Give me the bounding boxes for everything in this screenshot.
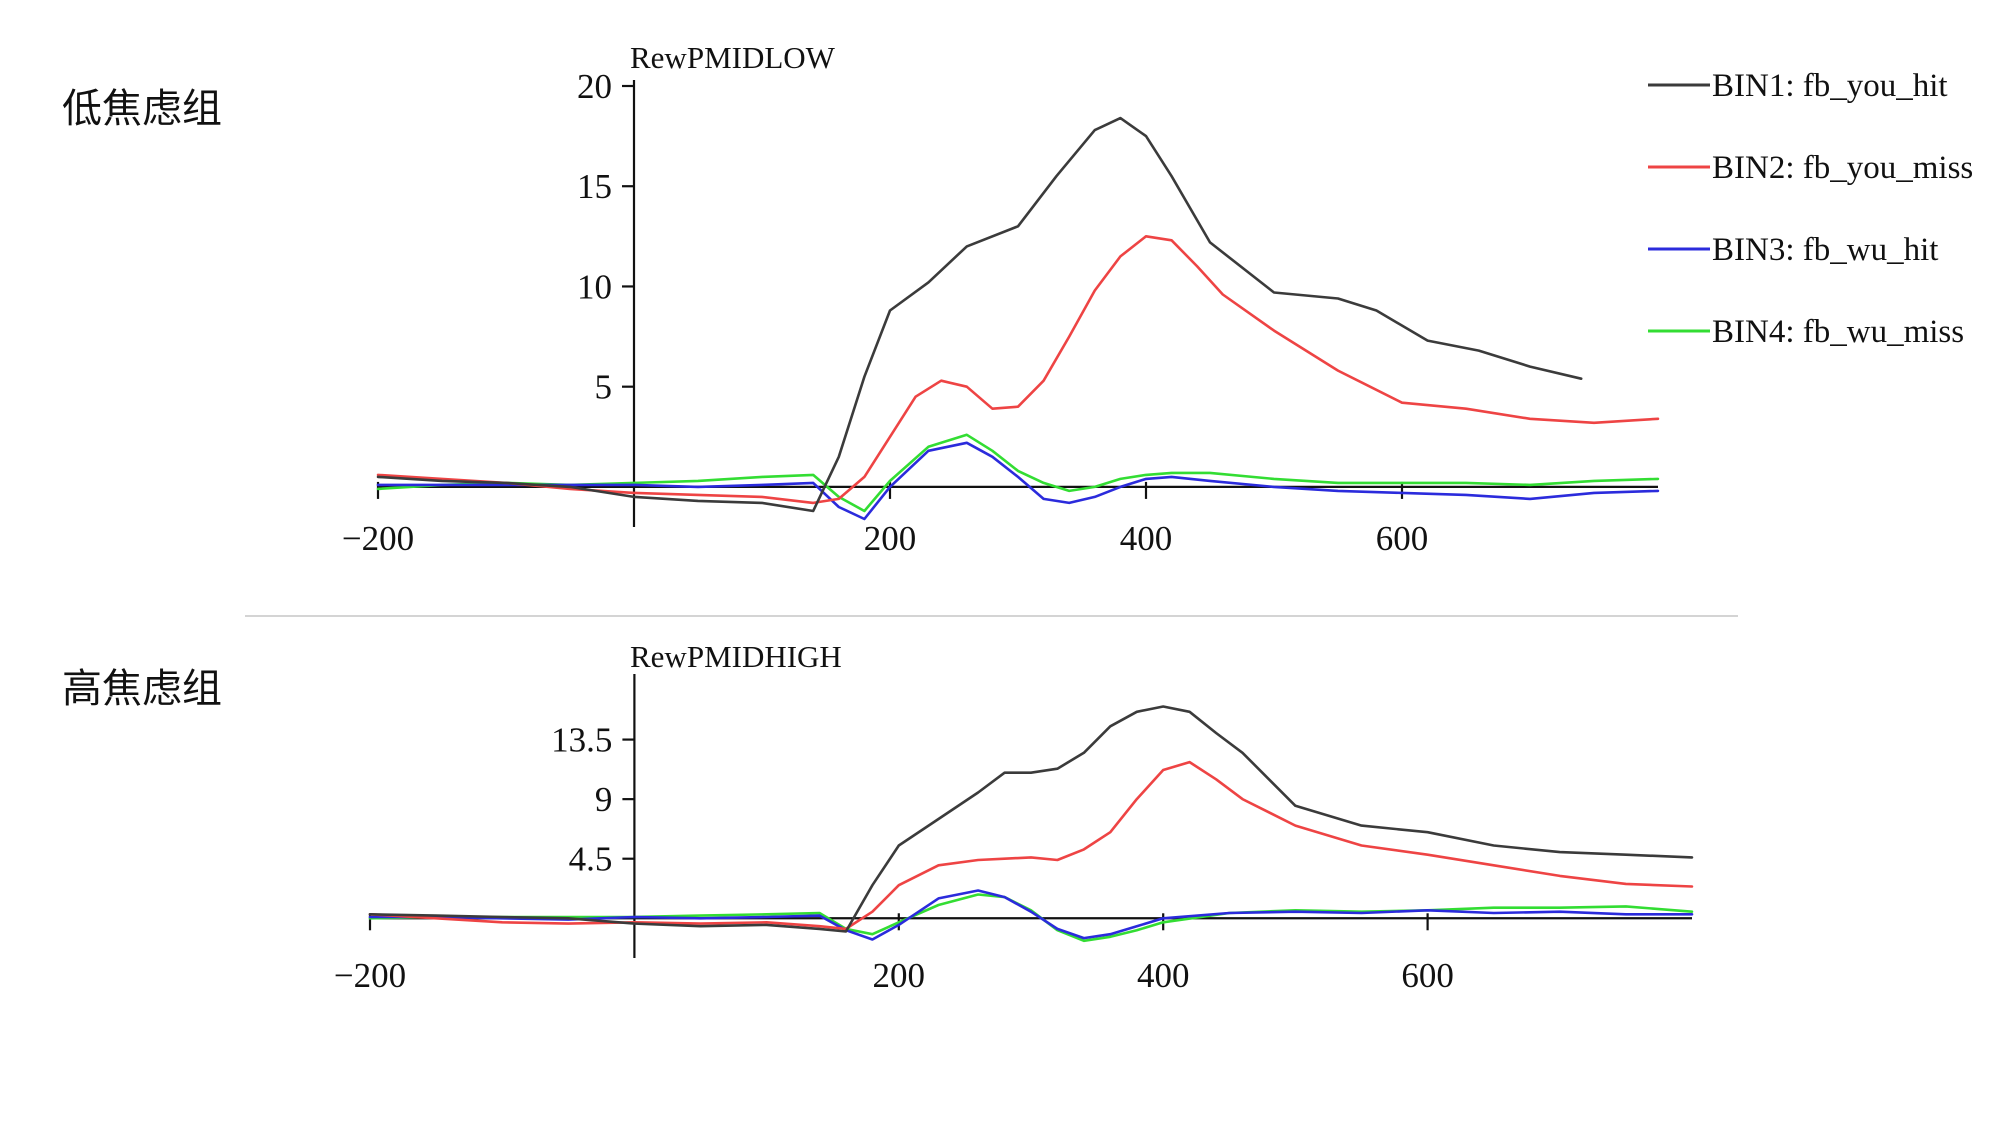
x-tick-label: 200 (864, 519, 917, 558)
series-line-bin2 (368, 760, 1694, 931)
series-group-high (368, 705, 1694, 943)
y-tick-label: 15 (577, 167, 612, 206)
legend-label: BIN2: fb_you_miss (1712, 150, 1973, 186)
chart-low-anxiety: 低焦虑组 RewPMIDLOW −200 200 400 600 5 10 15 20 (62, 40, 1660, 558)
y-tick-label: 13.5 (551, 721, 612, 760)
y-tick-label: 9 (595, 780, 613, 819)
series-line-bin2 (376, 235, 1660, 505)
series-group-low (376, 116, 1660, 521)
x-tick-label: 400 (1137, 956, 1190, 995)
chart-title-high: RewPMIDHIGH (630, 639, 842, 674)
x-tick-label: 600 (1401, 956, 1454, 995)
y-tick-label: 10 (577, 267, 612, 306)
legend-label: BIN1: fb_you_hit (1712, 68, 1948, 104)
group-label-high: 高焦虑组 (62, 666, 222, 712)
chart-high-anxiety: 高焦虑组 RewPMIDHIGH −200 200 400 600 4.5 9 13.5 (62, 639, 1694, 995)
legend-label: BIN4: fb_wu_miss (1712, 314, 1964, 350)
x-tick-label: 600 (1376, 519, 1429, 558)
x-tick-label: −200 (342, 519, 414, 558)
chart-title-low: RewPMIDLOW (630, 40, 836, 75)
series-line-bin4 (376, 433, 1660, 513)
legend: BIN1: fb_you_hit BIN2: fb_you_miss BIN3: f… (1648, 68, 1973, 350)
y-tick-label: 20 (577, 67, 612, 106)
y-tick-label: 5 (595, 368, 613, 407)
legend-label: BIN3: fb_wu_hit (1712, 232, 1938, 268)
y-tick-label: 4.5 (569, 840, 613, 879)
axes-high: −200 200 400 600 4.5 9 13.5 (334, 674, 1692, 995)
series-line-bin3 (376, 441, 1660, 521)
x-tick-label: 200 (873, 956, 926, 995)
x-tick-label: 400 (1120, 519, 1173, 558)
group-label-low: 低焦虑组 (62, 86, 222, 132)
series-line-bin1 (376, 116, 1583, 513)
x-tick-label: −200 (334, 956, 406, 995)
series-line-bin3 (368, 889, 1694, 941)
axes-low: −200 200 400 600 5 10 15 20 (342, 67, 1658, 558)
series-line-bin1 (368, 705, 1694, 933)
